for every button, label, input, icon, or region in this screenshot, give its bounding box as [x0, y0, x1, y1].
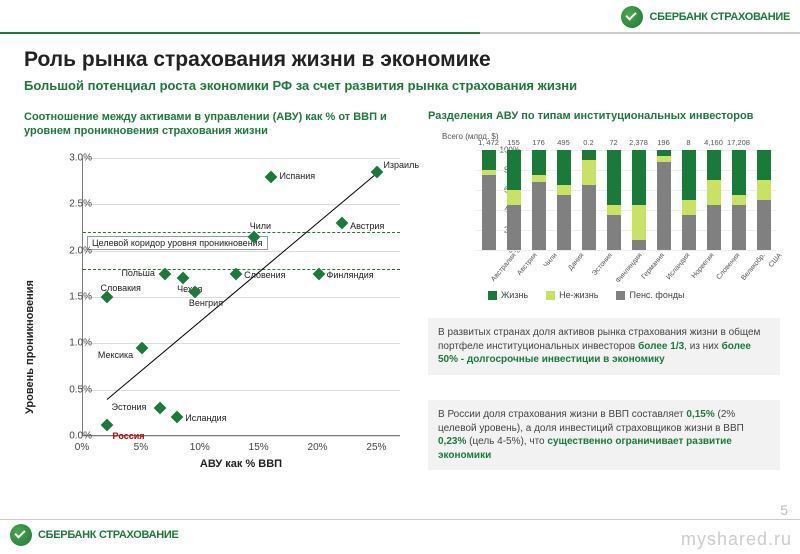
scatter-chart: Уровень проникновения АВУ как % ВВП Целе…	[28, 150, 418, 480]
scatter-xlabel: АВУ как % ВВП	[82, 458, 400, 470]
brand-mark	[621, 6, 643, 28]
scatter-ylabel: Уровень проникновения	[24, 280, 36, 414]
page-title: Роль рынка страхования жизни в экономике	[24, 48, 491, 72]
bar-plot-area: 0%20%40%60%80%100%Австралия1, 472Австрия…	[476, 150, 776, 250]
info2-hl2: 0,23%	[438, 436, 466, 447]
info2-hl1: 0,15%	[686, 409, 714, 420]
info2-t3: (цель 4-5%), что	[466, 436, 547, 447]
scatter-plot-area: Целевой коридор уровня проникновенияСлов…	[82, 158, 400, 436]
info1-hl1: более 1/3	[638, 341, 684, 352]
brand-mark-footer	[10, 524, 32, 546]
brand-logo-footer: СБЕРБАНК СТРАХОВАНИЕ	[10, 524, 179, 546]
page-subtitle: Большой потенциал роста экономики РФ за …	[24, 78, 577, 93]
brand-logo-top: СБЕРБАНК СТРАХОВАНИЕ	[621, 6, 790, 28]
info-box-2: В России доля страхования жизни в ВВП со…	[428, 400, 780, 470]
barchart-caption: Разделения АВУ по типам институциональны…	[428, 110, 788, 122]
page-number: 5	[780, 502, 788, 518]
footer-rule	[0, 519, 800, 520]
brand-name-footer: СБЕРБАНК СТРАХОВАНИЕ	[38, 529, 179, 541]
stacked-bar-chart: Всего (млрд. $) 0%20%40%60%80%100%Австра…	[428, 132, 788, 292]
info1-mid: , из них	[684, 341, 721, 352]
info2-pre: В России доля страхования жизни в ВВП со…	[438, 409, 686, 420]
bar-legend: ЖизньНе-жизньПенс. фонды	[488, 290, 685, 300]
brand-name: СБЕРБАНК СТРАХОВАНИЕ	[649, 11, 790, 23]
header-rule	[0, 32, 800, 34]
info-box-1: В развитых странах доля активов рынка ст…	[428, 318, 780, 375]
scatter-caption: Соотношение между активами в управлении …	[24, 110, 394, 139]
watermark: myshared.ru	[681, 529, 792, 550]
